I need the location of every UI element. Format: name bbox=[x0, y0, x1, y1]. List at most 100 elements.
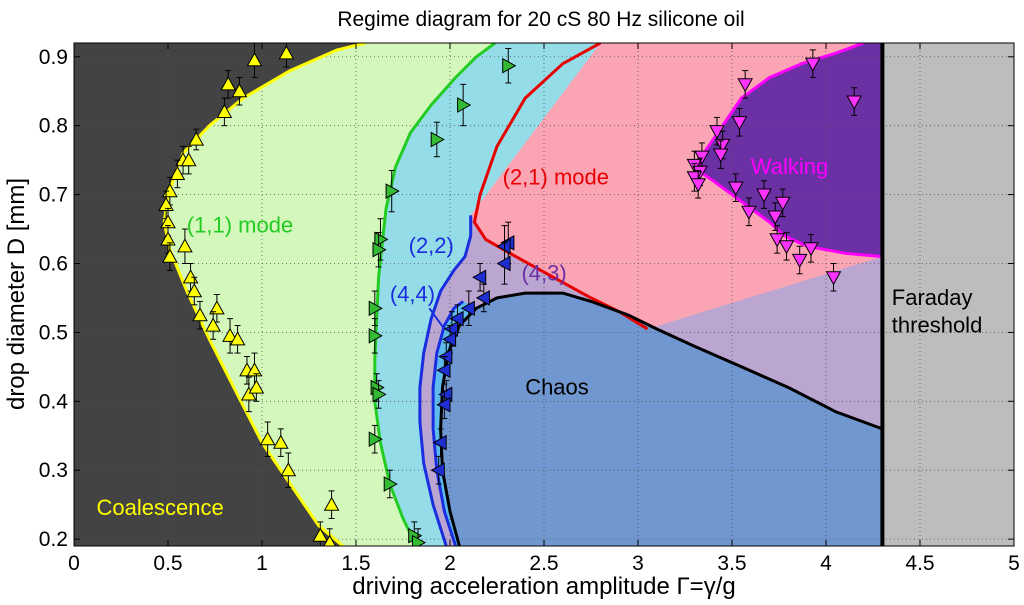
data-point-triangle-left bbox=[430, 462, 445, 479]
data-point-triangle-up bbox=[177, 238, 193, 253]
data-point-triangle-up bbox=[259, 431, 276, 446]
data-point-triangle-down bbox=[709, 125, 725, 140]
region-label: threshold bbox=[892, 312, 983, 337]
data-point-triangle-right bbox=[430, 131, 445, 148]
x-tick-label: 3.5 bbox=[717, 552, 746, 575]
data-point-triangle-down bbox=[778, 240, 795, 255]
data-point-triangle-left bbox=[496, 255, 511, 272]
x-tick-label: 5 bbox=[1008, 552, 1020, 575]
chart-title: Regime diagram for 20 cS 80 Hz silicone … bbox=[337, 8, 744, 31]
data-point-triangle-up bbox=[246, 362, 263, 377]
data-point-triangle-left bbox=[472, 269, 487, 286]
data-point-triangle-up bbox=[188, 131, 205, 146]
chaos-region bbox=[440, 293, 883, 546]
data-point-triangle-down bbox=[767, 210, 784, 225]
data-point-triangle-up bbox=[323, 496, 340, 511]
data-point-triangle-up bbox=[229, 331, 246, 346]
mode21-boundary bbox=[472, 43, 649, 331]
data-point-triangle-down bbox=[712, 148, 729, 163]
faraday-region bbox=[882, 43, 1014, 546]
data-point-triangle-down bbox=[714, 138, 731, 154]
y-tick-label: 0.3 bbox=[39, 459, 68, 482]
data-point-triangle-right bbox=[368, 300, 383, 317]
data-point-triangle-up bbox=[246, 52, 263, 67]
data-point-triangle-down bbox=[774, 196, 791, 211]
data-point-triangle-up bbox=[248, 379, 265, 394]
data-point-triangle-down bbox=[804, 57, 821, 72]
x-tick-label: 2 bbox=[444, 552, 456, 575]
data-point-triangle-down bbox=[846, 95, 863, 110]
y-tick-label: 0.6 bbox=[39, 252, 68, 275]
mode44-pointer bbox=[428, 307, 446, 330]
x-tick-label: 4 bbox=[820, 552, 832, 575]
data-point-triangle-left bbox=[441, 331, 457, 348]
data-point-triangle-left bbox=[436, 362, 451, 379]
data-point-triangle-right bbox=[385, 183, 400, 199]
x-tick-label: 0 bbox=[68, 552, 80, 575]
x-tick-label: 2.5 bbox=[529, 552, 558, 575]
data-point-triangle-down bbox=[741, 205, 757, 220]
data-point-triangle-up bbox=[323, 534, 337, 546]
data-point-triangle-left bbox=[460, 300, 475, 317]
mode43-region bbox=[419, 215, 883, 546]
data-point-triangle-down bbox=[825, 271, 842, 286]
data-point-triangle-up bbox=[240, 386, 257, 401]
region-label: (4,4) bbox=[390, 281, 435, 306]
data-point-triangle-down bbox=[769, 233, 785, 248]
data-point-triangle-right bbox=[374, 231, 389, 248]
data-point-triangle-up bbox=[162, 248, 178, 263]
data-point-triangle-right bbox=[368, 327, 383, 344]
data-point-triangle-up bbox=[312, 527, 329, 542]
y-tick-label: 0.4 bbox=[39, 390, 69, 413]
data-point-triangle-up bbox=[192, 307, 208, 322]
data-point-triangle-up bbox=[160, 231, 176, 246]
regime-regions bbox=[74, 43, 1014, 546]
data-point-triangle-right bbox=[372, 386, 387, 403]
data-point-triangle-right bbox=[368, 431, 383, 448]
region-label: (2,1) mode bbox=[503, 164, 609, 189]
region-label: Chaos bbox=[525, 374, 589, 399]
data-point-triangle-right bbox=[383, 476, 398, 492]
y-axis-title: drop diameter D [mm] bbox=[3, 178, 30, 410]
x-tick-label: 3 bbox=[632, 552, 644, 575]
x-axis-title: driving acceleration amplitude Γ=γ/g bbox=[352, 573, 735, 600]
region-label: (2,2) bbox=[409, 233, 454, 258]
axis-ticks: 0 0.5 1 1.5 2 2.5 3 3.5 4 4.5 5 0.2 0.3 0.4 0.5 0.6 0.7 0… bbox=[39, 43, 1020, 575]
region-labels: Coalescence (1,1) mode (2,1) mode (2,2) (4,4… bbox=[97, 154, 983, 520]
data-point-triangle-right bbox=[411, 534, 427, 546]
data-point-triangle-up bbox=[216, 103, 233, 118]
y-tick-label: 0.8 bbox=[39, 115, 68, 138]
coalescence-region bbox=[74, 43, 366, 546]
data-point-triangle-up bbox=[158, 196, 174, 211]
data-point-triangle-right bbox=[457, 97, 472, 113]
x-tick-label: 1.5 bbox=[341, 552, 370, 575]
data-point-triangle-up bbox=[280, 462, 297, 477]
region-label: (1,1) mode bbox=[187, 212, 293, 237]
data-point-triangle-up bbox=[186, 283, 203, 298]
data-point-triangle-up bbox=[220, 76, 237, 91]
y-tick-label: 0.7 bbox=[39, 184, 68, 207]
data-point-triangle-up bbox=[272, 434, 289, 449]
data-point-triangle-up bbox=[231, 83, 248, 98]
x-tick-label: 4.5 bbox=[905, 552, 934, 575]
data-point-triangle-down bbox=[694, 150, 710, 165]
x-tick-label: 1 bbox=[256, 552, 268, 575]
data-point-triangle-right bbox=[372, 241, 387, 258]
region-label: Coalescence bbox=[97, 495, 224, 520]
data-point-triangle-left bbox=[432, 434, 447, 451]
data-point-triangle-down bbox=[791, 253, 808, 269]
data-point-triangle-down bbox=[756, 188, 772, 203]
data-point-triangle-left bbox=[475, 290, 490, 306]
data-point-triangle-up bbox=[278, 45, 295, 60]
data-markers bbox=[158, 43, 863, 546]
data-point-triangle-up bbox=[205, 317, 221, 332]
data-point-triangle-down bbox=[737, 78, 754, 93]
data-point-triangle-up bbox=[180, 152, 197, 167]
y-tick-label: 0.2 bbox=[39, 528, 68, 551]
data-point-triangle-up bbox=[209, 300, 225, 315]
mode22-boundary bbox=[418, 215, 473, 546]
data-point-triangle-down bbox=[731, 116, 748, 131]
data-point-triangle-up bbox=[169, 165, 186, 180]
y-tick-label: 0.9 bbox=[39, 46, 68, 69]
